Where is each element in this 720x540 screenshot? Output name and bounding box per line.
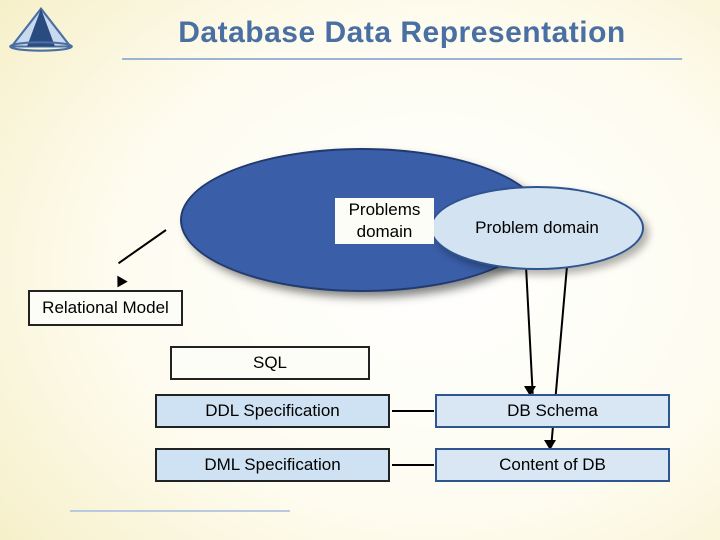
box-sql-label: SQL bbox=[253, 353, 287, 373]
arrow-ddl-to-dbschema bbox=[392, 410, 434, 412]
box-content-of-db: Content of DB bbox=[435, 448, 670, 482]
box-db-schema: DB Schema bbox=[435, 394, 670, 428]
arrow-small-to-dbschema bbox=[525, 266, 534, 394]
box-dml-label: DML Specification bbox=[204, 455, 340, 475]
brand-logo bbox=[6, 4, 76, 54]
box-relational-model-label: Relational Model bbox=[42, 298, 169, 318]
box-dml-specification: DML Specification bbox=[155, 448, 390, 482]
footer-accent-line bbox=[70, 510, 290, 512]
box-db-schema-label: DB Schema bbox=[507, 401, 598, 421]
arrow-ellipse-to-relational bbox=[118, 229, 167, 264]
ellipse-small-label: Problem domain bbox=[475, 218, 599, 238]
arrow-dml-to-contentdb bbox=[392, 464, 434, 466]
title-underline bbox=[122, 58, 682, 60]
arrowhead-ellipse-to-relational bbox=[112, 276, 127, 291]
box-ddl-specification: DDL Specification bbox=[155, 394, 390, 428]
slide-title: Database Data Representation bbox=[122, 16, 682, 50]
box-sql: SQL bbox=[170, 346, 370, 380]
box-content-db-label: Content of DB bbox=[499, 455, 606, 475]
ellipse-big-label: Problems domain bbox=[335, 198, 434, 244]
slide-stage: Database Data Representation Problem dom… bbox=[0, 0, 720, 540]
box-ddl-label: DDL Specification bbox=[205, 401, 340, 421]
ellipse-problem-domain-small: Problem domain bbox=[430, 186, 644, 270]
box-relational-model: Relational Model bbox=[28, 290, 183, 326]
